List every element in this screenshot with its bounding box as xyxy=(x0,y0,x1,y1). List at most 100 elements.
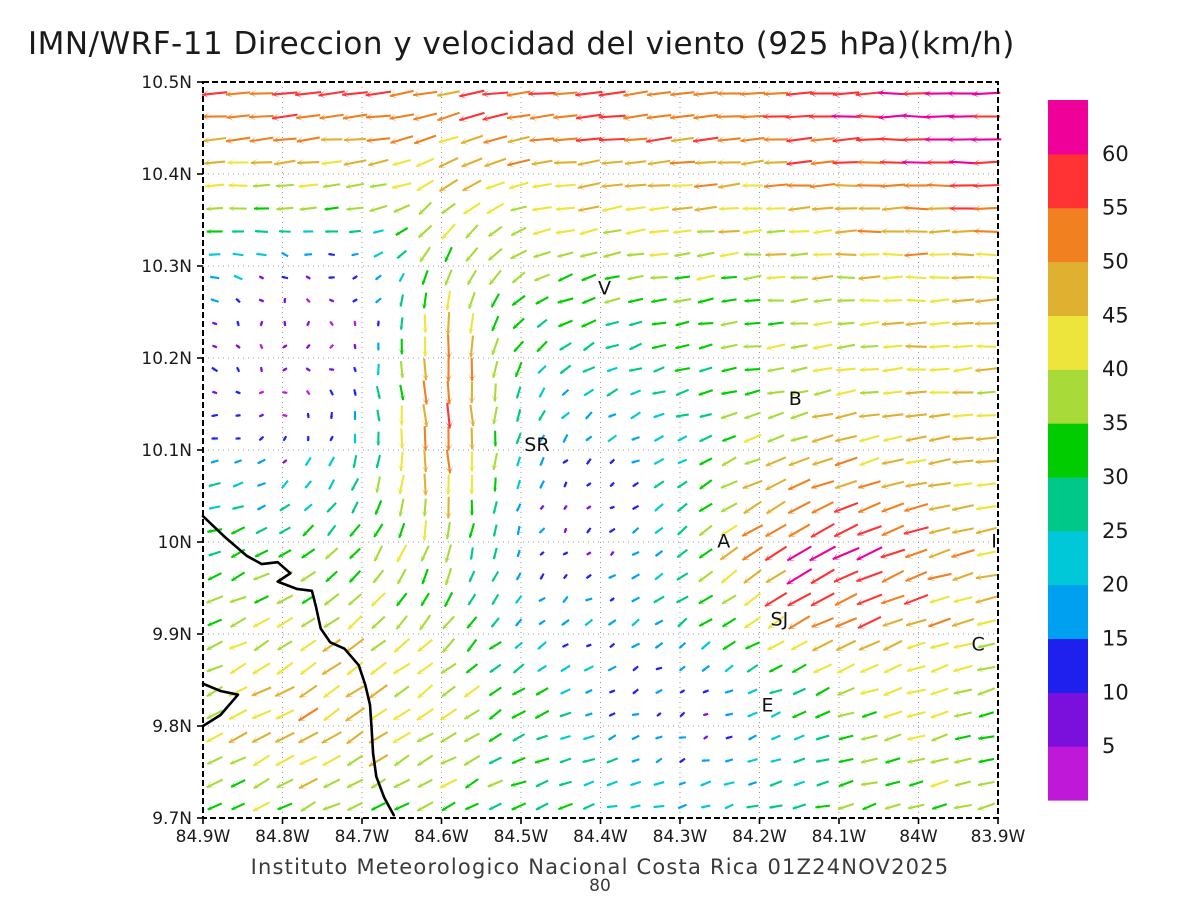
wind-arrow xyxy=(444,426,453,451)
wind-arrow xyxy=(395,615,408,630)
wind-arrow xyxy=(511,294,526,307)
wind-arrow xyxy=(654,642,664,649)
wind-arrow xyxy=(702,689,709,694)
wind-arrow xyxy=(322,754,341,767)
wind-arrow xyxy=(393,638,410,653)
wind-arrow xyxy=(390,135,414,145)
wind-arrow xyxy=(345,685,365,698)
wind-arrow xyxy=(787,592,812,607)
wind-arrow xyxy=(630,804,641,809)
wind-arrow xyxy=(376,342,381,351)
wind-arrow xyxy=(487,779,504,788)
wind-arrow xyxy=(209,252,221,257)
y-tick-label: 10.1N xyxy=(141,441,192,461)
wind-arrow xyxy=(532,227,552,236)
wind-arrow xyxy=(674,274,691,281)
wind-arrow xyxy=(458,111,485,122)
wind-arrow xyxy=(697,228,715,236)
wind-arrow xyxy=(679,688,686,694)
wind-arrow xyxy=(375,431,382,446)
wind-arrow xyxy=(510,205,528,213)
wind-arrow xyxy=(281,251,289,258)
wind-arrow xyxy=(975,366,998,374)
wind-arrow xyxy=(562,595,569,604)
wind-arrow xyxy=(813,297,832,305)
wind-arrow xyxy=(973,181,1000,190)
wind-arrow xyxy=(701,664,710,673)
wind-arrow xyxy=(725,735,733,740)
wind-arrow xyxy=(908,780,924,787)
wind-arrow xyxy=(857,227,882,236)
wind-arrow xyxy=(815,803,831,810)
city-label-e: E xyxy=(761,694,773,716)
wind-arrow xyxy=(579,227,599,236)
wind-arrow xyxy=(605,343,619,350)
wind-arrow xyxy=(837,320,855,328)
x-tick-label: 84.8W xyxy=(255,827,310,847)
wind-arrow xyxy=(371,615,386,630)
wind-arrow xyxy=(742,204,763,213)
wind-arrow xyxy=(647,181,671,190)
wind-arrow xyxy=(880,181,906,190)
wind-arrow xyxy=(652,390,666,396)
wind-arrow xyxy=(693,113,719,122)
wind-arrow xyxy=(297,707,319,722)
wind-arrow xyxy=(746,664,759,673)
wind-arrow xyxy=(258,275,265,281)
wind-arrow xyxy=(879,135,906,144)
wind-arrow xyxy=(538,387,546,398)
wind-arrow xyxy=(278,549,292,558)
wind-arrow xyxy=(858,204,881,213)
x-tick-label: 84W xyxy=(899,827,938,847)
wind-arrow xyxy=(906,664,926,673)
wind-arrow xyxy=(743,500,762,515)
wind-arrow xyxy=(397,428,406,449)
wind-arrow xyxy=(859,320,880,328)
wind-arrow xyxy=(793,734,805,741)
wind-arrow xyxy=(438,178,459,193)
wind-arrow xyxy=(318,90,345,99)
wind-arrow xyxy=(856,525,882,537)
wind-arrow xyxy=(880,594,905,605)
wind-arrow xyxy=(251,709,272,720)
wind-arrow xyxy=(743,342,762,351)
wind-arrow xyxy=(374,500,383,515)
wind-arrow xyxy=(413,90,438,99)
wind-arrow xyxy=(977,388,996,397)
wind-arrow xyxy=(833,570,859,583)
wind-arrow xyxy=(786,159,812,168)
wind-arrow xyxy=(670,136,694,144)
colorbar: 5 10 15 20 25 30 35 40 45 50 55 60 xyxy=(1048,100,1129,801)
wind-arrow xyxy=(649,227,669,236)
wind-arrow xyxy=(930,663,949,674)
wind-arrow xyxy=(835,228,857,236)
wind-arrow xyxy=(976,411,996,420)
wind-arrow xyxy=(670,113,695,121)
wind-arrow xyxy=(770,734,781,741)
wind-arrow xyxy=(557,251,574,259)
wind-arrow xyxy=(607,619,617,626)
wind-arrow xyxy=(631,551,640,556)
wind-arrow xyxy=(486,202,505,215)
wind-arrow xyxy=(719,546,739,561)
wind-arrow xyxy=(235,297,241,304)
wind-arrow xyxy=(514,595,523,604)
wind-arrow xyxy=(300,801,317,812)
wind-arrow xyxy=(442,615,455,630)
wind-arrow xyxy=(605,320,619,327)
colorbar-band xyxy=(1048,638,1088,693)
wind-arrow xyxy=(251,686,272,697)
wind-arrow xyxy=(256,252,267,257)
wind-arrow xyxy=(859,296,880,305)
wind-arrow xyxy=(655,735,663,740)
coastline-inlet xyxy=(201,682,240,728)
wind-arrow xyxy=(790,319,809,328)
city-label-i: I xyxy=(991,531,997,553)
wind-arrow xyxy=(397,405,406,426)
wind-arrow xyxy=(228,731,248,744)
city-label-v: V xyxy=(598,278,611,300)
wind-arrow xyxy=(586,504,592,510)
wind-arrow xyxy=(790,389,809,397)
y-tick-label: 10N xyxy=(158,533,192,553)
wind-arrow xyxy=(230,779,246,788)
